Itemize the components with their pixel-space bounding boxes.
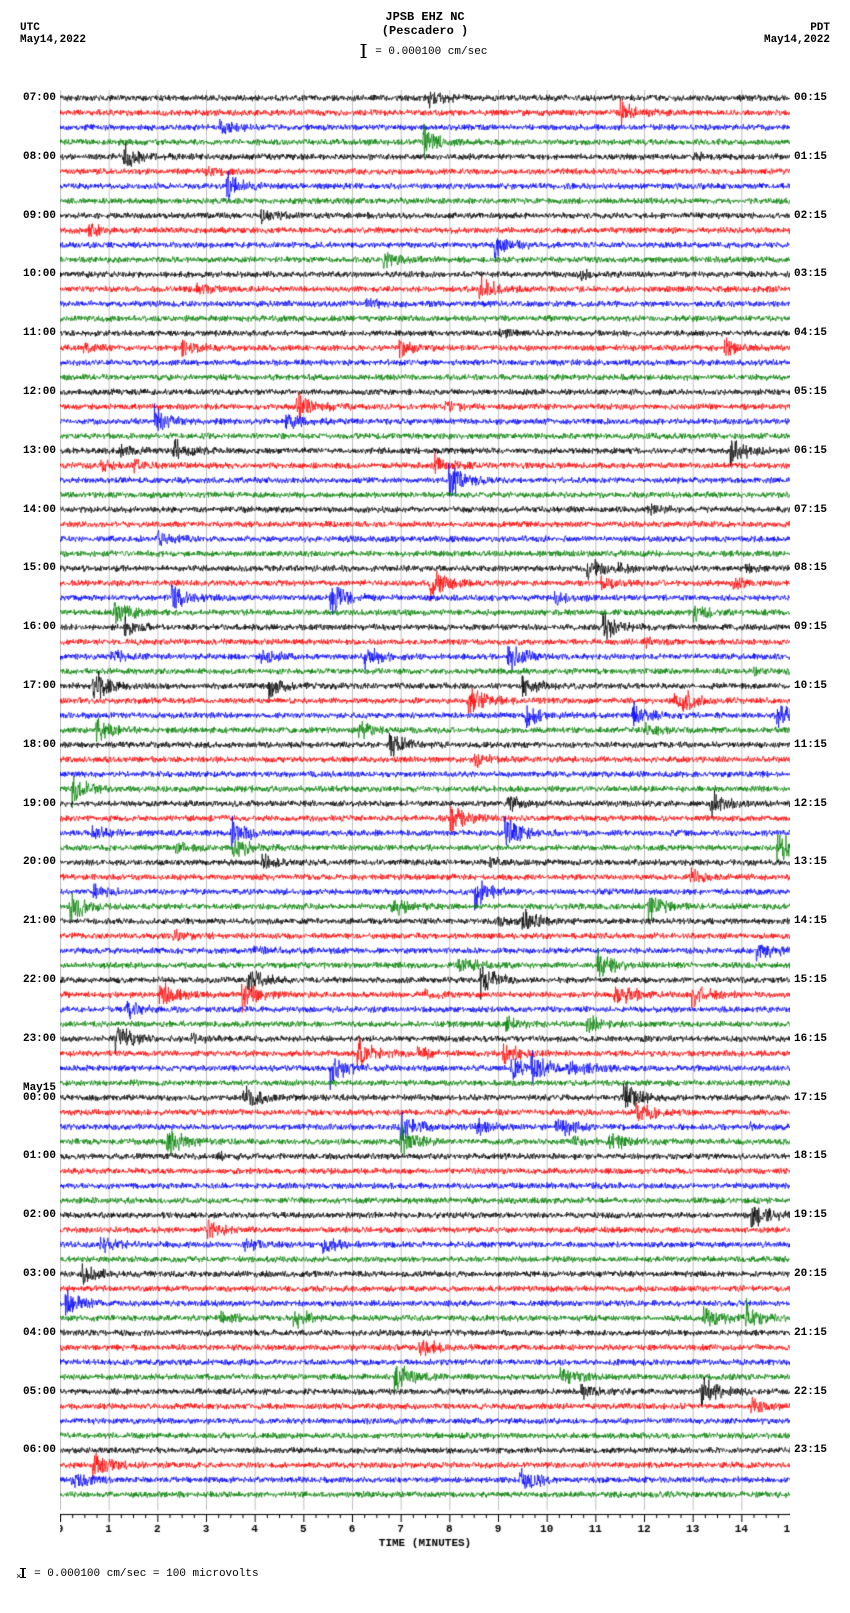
pdt-time-label: 08:15 [794, 562, 827, 574]
pdt-time-label: 06:15 [794, 445, 827, 457]
pdt-time-label: 07:15 [794, 504, 827, 516]
pdt-time-label: 00:15 [794, 92, 827, 104]
pdt-time-label: 11:15 [794, 739, 827, 751]
footer-scale-text: = 0.000100 cm/sec = 100 microvolts [34, 1568, 258, 1580]
pdt-time-label: 12:15 [794, 798, 827, 810]
pdt-time-label: 17:15 [794, 1092, 827, 1104]
pdt-time-label: 02:15 [794, 210, 827, 222]
pdt-time-label: 19:15 [794, 1209, 827, 1221]
utc-header: UTC May14,2022 [20, 22, 86, 46]
pdt-time-label: 14:15 [794, 915, 827, 927]
seismogram-plot: 07:0000:1508:0001:1509:0002:1510:0003:15… [60, 80, 790, 1560]
utc-time-label: 01:00 [23, 1150, 56, 1162]
utc-time-label: 09:00 [23, 210, 56, 222]
left-tz: UTC [20, 22, 86, 34]
utc-time-label: 23:00 [23, 1033, 56, 1045]
pdt-time-label: 18:15 [794, 1150, 827, 1162]
utc-time-label: 21:00 [23, 915, 56, 927]
utc-time-label: 16:00 [23, 621, 56, 633]
pdt-time-label: 13:15 [794, 856, 827, 868]
pdt-time-label: 09:15 [794, 621, 827, 633]
right-tz: PDT [764, 22, 830, 34]
utc-time-label: 18:00 [23, 739, 56, 751]
seismogram-canvas [60, 80, 790, 1560]
scale-bar-icon [363, 44, 365, 58]
utc-time-label: 06:00 [23, 1444, 56, 1456]
utc-time-label: 07:00 [23, 92, 56, 104]
utc-time-label: 04:00 [23, 1327, 56, 1339]
footer-scale: × = 0.000100 cm/sec = 100 microvolts [10, 1568, 840, 1582]
title-block: JPSB EHZ NC (Pescadero ) = 0.000100 cm/s… [363, 10, 488, 58]
utc-time-label: 22:00 [23, 974, 56, 986]
pdt-time-label: 16:15 [794, 1033, 827, 1045]
left-date: May14,2022 [20, 34, 86, 46]
pdt-time-label: 15:15 [794, 974, 827, 986]
pdt-header: PDT May14,2022 [764, 22, 830, 46]
utc-time-label: 17:00 [23, 680, 56, 692]
station-code: JPSB EHZ NC [363, 10, 488, 24]
utc-time-label: 02:00 [23, 1209, 56, 1221]
pdt-time-label: 21:15 [794, 1327, 827, 1339]
pdt-time-label: 10:15 [794, 680, 827, 692]
pdt-time-label: 20:15 [794, 1268, 827, 1280]
pdt-time-label: 04:15 [794, 327, 827, 339]
scale-text: = 0.000100 cm/sec [375, 46, 487, 58]
pdt-time-label: 05:15 [794, 386, 827, 398]
utc-time-label: 12:00 [23, 386, 56, 398]
pdt-time-label: 03:15 [794, 268, 827, 280]
date-rollover-label: May15 [23, 1082, 56, 1094]
utc-time-label: 19:00 [23, 798, 56, 810]
utc-time-label: 05:00 [23, 1386, 56, 1398]
utc-time-label: 14:00 [23, 504, 56, 516]
amplitude-scale: = 0.000100 cm/sec [363, 44, 488, 58]
header: UTC May14,2022 JPSB EHZ NC (Pescadero ) … [10, 10, 840, 80]
pdt-time-label: 23:15 [794, 1444, 827, 1456]
utc-time-label: 15:00 [23, 562, 56, 574]
pdt-time-label: 01:15 [794, 151, 827, 163]
utc-time-label: 20:00 [23, 856, 56, 868]
pdt-time-label: 22:15 [794, 1386, 827, 1398]
right-date: May14,2022 [764, 34, 830, 46]
utc-time-label: 08:00 [23, 151, 56, 163]
utc-time-label: 11:00 [23, 327, 56, 339]
utc-time-label: 10:00 [23, 268, 56, 280]
scale-bar-icon [22, 1568, 24, 1578]
station-location: (Pescadero ) [363, 24, 488, 38]
utc-time-label: 03:00 [23, 1268, 56, 1280]
utc-time-label: 13:00 [23, 445, 56, 457]
